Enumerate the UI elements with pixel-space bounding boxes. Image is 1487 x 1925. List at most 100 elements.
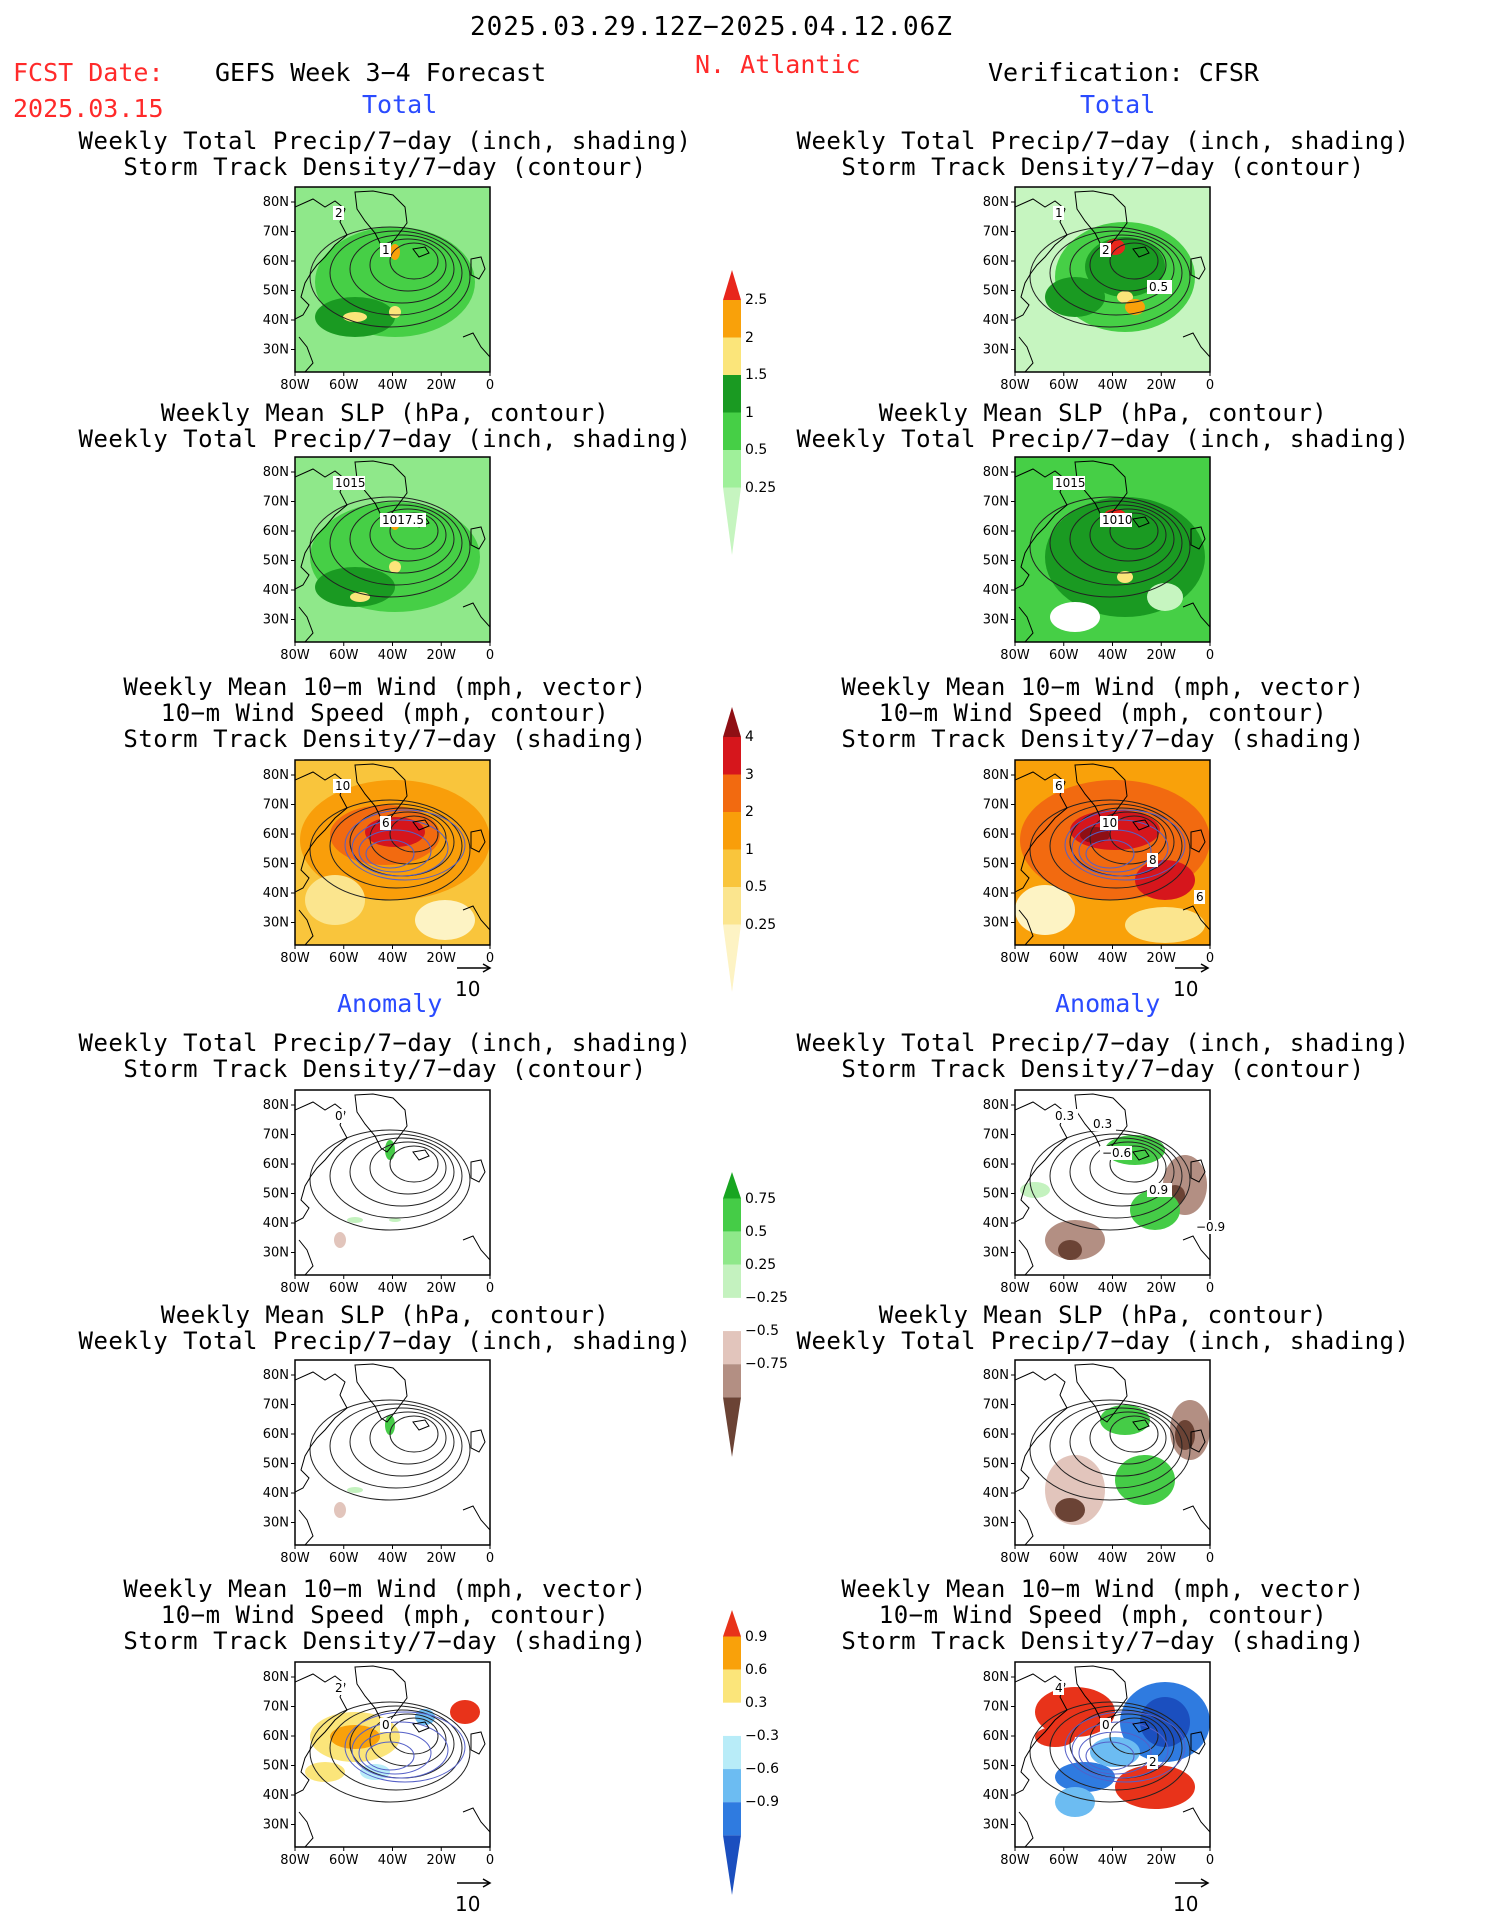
shading-region (347, 1487, 363, 1493)
colorbar-segment (723, 337, 741, 375)
lon-tick-label: 20W (427, 648, 457, 663)
contour-line (1069, 1137, 1175, 1207)
contour-line (1029, 799, 1191, 901)
lon-tick-label: 40W (378, 378, 408, 393)
lon-tick-label: 80W (1000, 1551, 1030, 1566)
lat-tick-label: 80N (263, 1368, 289, 1383)
colorbar-label: −0.6 (745, 1761, 779, 1778)
contour-label: 6 (380, 816, 391, 830)
lat-tick-label: 70N (263, 1700, 289, 1715)
colorbar-segment (723, 300, 741, 338)
title-line: Weekly Total Precip/7−day (inch, shading… (796, 425, 1410, 453)
contour-line (309, 1129, 471, 1231)
lon-tick-label: 0 (1206, 1281, 1214, 1296)
contour-label: 6 (1194, 890, 1205, 904)
contour-line (329, 1705, 463, 1791)
lon-tick-label: 60W (1049, 951, 1079, 966)
shading-region (347, 1217, 363, 1223)
colorbar-svg (723, 707, 741, 992)
coastline (412, 1419, 430, 1431)
colorbar-label: −0.25 (745, 1289, 788, 1306)
contour-line (1089, 811, 1167, 865)
lon-tick-label: 20W (1147, 1853, 1177, 1868)
wind-contour (351, 1721, 449, 1779)
coastline (1182, 1235, 1210, 1261)
colorbar-label: −0.75 (745, 1356, 788, 1373)
contour-line (1109, 242, 1159, 280)
svg-text:1017.5: 1017.5 (382, 513, 424, 527)
shading-region (389, 306, 401, 318)
section-anomaly-right: Anomaly (1055, 989, 1161, 1018)
contour-line (1109, 1415, 1159, 1453)
svg-text:0: 0 (335, 1109, 343, 1123)
lat-tick-label: 30N (983, 343, 1009, 358)
contour-label: 1 (380, 243, 391, 257)
map-svg: 80N 70N 60N 50N 40N 30N 80W 60W 40W 20W 0 10 6 (263, 759, 494, 966)
lon-tick-label: 20W (1147, 648, 1177, 663)
contour-line (1069, 1407, 1175, 1477)
map-svg: 80N 70N 60N 50N 40N 30N 80W 60W 40W 20W 0 4 0 2 (983, 1661, 1214, 1868)
svg-text:1: 1 (1055, 206, 1063, 220)
wind-contour (1071, 1721, 1169, 1779)
lat-tick-label: 60N (263, 827, 289, 842)
svg-text:10: 10 (335, 779, 350, 793)
map-svg: 80N 70N 60N 50N 40N 30N 80W 60W 40W 20W 0 1015 1017.… (263, 456, 494, 663)
title-line: Weekly Total Precip/7−day (inch, shading… (796, 1029, 1410, 1057)
contour-label: 10 (333, 779, 351, 793)
colorbar-label: 0.6 (745, 1661, 768, 1678)
svg-text:2: 2 (335, 206, 343, 220)
lat-tick-label: 80N (983, 1670, 1009, 1685)
map-panel-R2: 80N 70N 60N 50N 40N 30N 80W 60W 40W 20W 0 1015 1010 (970, 452, 1225, 671)
wind-contour (1078, 1731, 1152, 1775)
contour-line (349, 504, 455, 574)
lon-tick-label: 80W (280, 1281, 310, 1296)
title-line: Weekly Mean SLP (hPa, contour) (878, 1301, 1328, 1329)
lat-tick-label: 40N (983, 583, 1009, 598)
contour-line (1089, 1411, 1167, 1465)
lat-tick-label: 70N (263, 798, 289, 813)
svg-text:1010: 1010 (1102, 513, 1133, 527)
wind-contour (351, 819, 449, 877)
coastline (1190, 1159, 1206, 1183)
contour-line (349, 1137, 455, 1207)
contour-line (329, 1133, 463, 1219)
panel-title-L3: Weekly Mean 10−m Wind (mph, vector) 10−m … (35, 674, 735, 752)
coastline (1182, 905, 1210, 931)
shading-region (1058, 1240, 1082, 1260)
coastline (298, 606, 314, 642)
lat-tick-label: 30N (263, 916, 289, 931)
lon-tick-label: 0 (486, 1551, 494, 1566)
coastline (1132, 819, 1150, 831)
colorbar-label: 0.25 (745, 479, 777, 496)
coastline (470, 1429, 486, 1453)
svg-text:0.9: 0.9 (1149, 1183, 1168, 1197)
wind-contour (1085, 1741, 1135, 1771)
colorbar-label: 2.5 (745, 292, 768, 308)
contour-line (1049, 230, 1183, 316)
map-panel-L3: 80N 70N 60N 50N 40N 30N 80W 60W 40W 20W 0 10 6 (250, 755, 505, 974)
contour-line (369, 1411, 447, 1465)
contour-line (369, 238, 447, 292)
colorbar-segment (723, 887, 741, 925)
colorbar-segment (723, 1397, 741, 1457)
svg-text:0: 0 (382, 1718, 390, 1732)
colorbar-label: −0.9 (745, 1794, 779, 1811)
shading-region (334, 1232, 346, 1248)
svg-text:2: 2 (335, 1681, 343, 1695)
coastline (462, 332, 490, 358)
lat-tick-label: 70N (263, 495, 289, 510)
lon-tick-label: 60W (1049, 378, 1079, 393)
title-line: Weekly Mean 10−m Wind (mph, vector) (841, 673, 1365, 701)
lat-tick-label: 50N (983, 1759, 1009, 1774)
lon-tick-label: 80W (280, 951, 310, 966)
lat-tick-label: 60N (263, 1157, 289, 1172)
colorbar-precip_total: 2.5 2 1.5 1 0.5 0.25 (721, 270, 776, 559)
title-line: Storm Track Density/7−day (contour) (841, 1055, 1365, 1083)
lat-tick-label: 50N (263, 554, 289, 569)
lon-tick-label: 40W (378, 1281, 408, 1296)
coastline (354, 1363, 408, 1423)
lon-tick-label: 40W (378, 1551, 408, 1566)
contour-line (309, 799, 471, 901)
coastline (1190, 526, 1206, 550)
lon-tick-label: 20W (427, 951, 457, 966)
